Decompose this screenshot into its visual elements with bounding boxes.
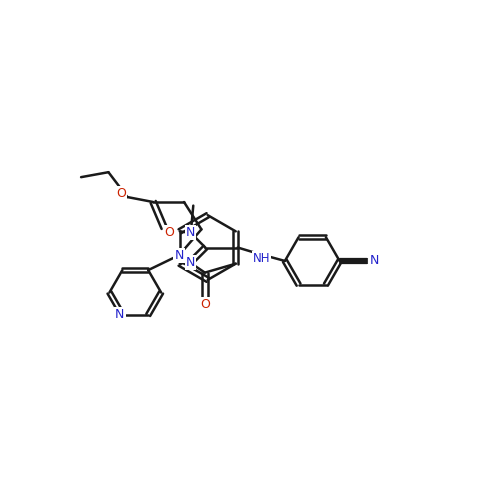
Text: NH: NH xyxy=(253,252,270,265)
Text: O: O xyxy=(116,186,126,200)
Text: N: N xyxy=(186,256,196,268)
Text: N: N xyxy=(115,308,124,322)
Text: N: N xyxy=(174,248,184,262)
Text: N: N xyxy=(186,226,196,239)
Text: N: N xyxy=(370,254,379,268)
Text: O: O xyxy=(164,226,174,239)
Text: O: O xyxy=(200,298,210,311)
